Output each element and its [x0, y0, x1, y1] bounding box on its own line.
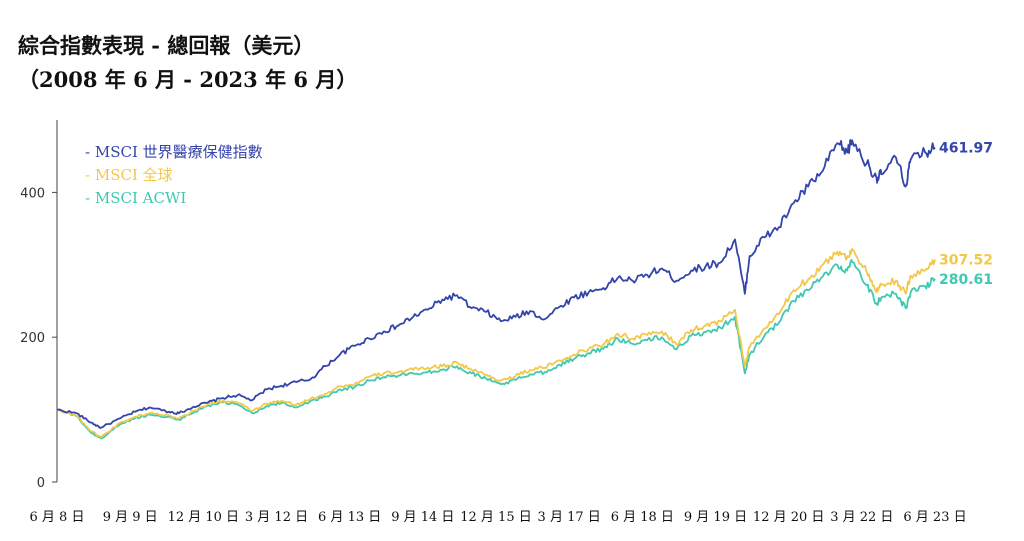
series-line-2 — [56, 259, 936, 440]
x-tick-label: 12 月 20 日 — [753, 510, 824, 525]
end-value-label-2: 280.61 — [939, 272, 993, 288]
x-tick-label: 6 月 23 日 — [903, 510, 966, 525]
x-tick-label: 9 月 19 日 — [684, 510, 747, 525]
chart-subtitle: （2008 年 6 月 - 2023 年 6 月） — [18, 67, 358, 92]
series-line-0 — [56, 139, 936, 429]
x-tick-label: 9 月 9 日 — [103, 510, 158, 525]
x-tick-label: 12 月 10 日 — [168, 510, 239, 525]
legend-entry-0: - MSCI 世界醫療保健指數 — [85, 143, 263, 161]
x-tick-label: 3 月 17 日 — [538, 510, 601, 525]
x-tick-label: 6 月 13 日 — [318, 510, 381, 525]
chart-title: 綜合指數表現 - 總回報（美元） — [18, 33, 315, 58]
legend-entry-2: - MSCI ACWI — [85, 189, 186, 207]
x-tick-label: 3 月 12 日 — [245, 510, 308, 525]
end-value-label-1: 307.52 — [939, 252, 993, 268]
end-value-label-0: 461.97 — [939, 141, 993, 157]
x-tick-label: 12 月 15 日 — [460, 510, 531, 525]
legend-entry-1: - MSCI 全球 — [85, 166, 173, 184]
x-tick-label: 9 月 14 日 — [391, 510, 454, 525]
y-tick-label: 200 — [20, 331, 45, 346]
x-tick-label: 3 月 22 日 — [830, 510, 893, 525]
x-tick-label: 6 月 18 日 — [611, 510, 674, 525]
y-tick-label: 400 — [20, 186, 45, 201]
y-tick-label: 0 — [37, 476, 45, 491]
x-tick-label: 6 月 8 日 — [30, 510, 85, 525]
series-line-1 — [56, 248, 936, 438]
